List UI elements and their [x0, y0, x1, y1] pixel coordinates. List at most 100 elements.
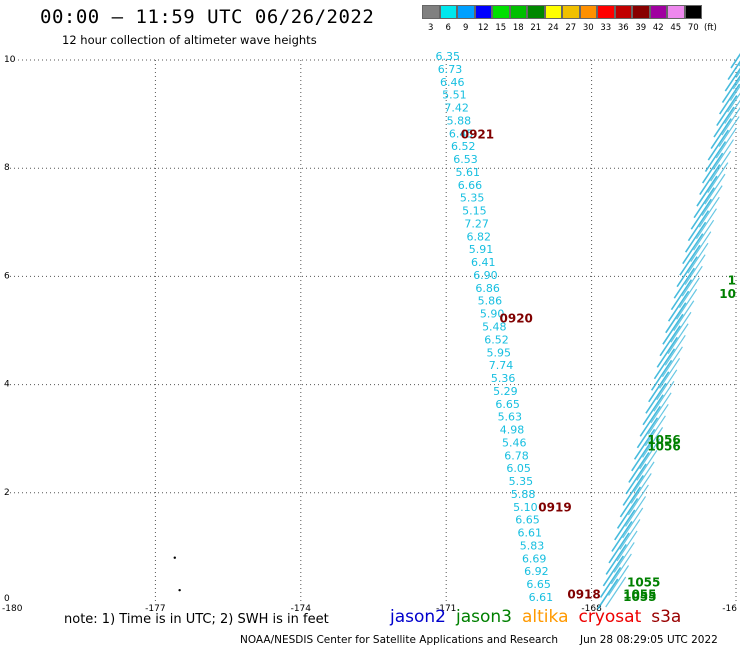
swh-value-label: 5.83 — [520, 539, 545, 552]
swath-mark — [599, 567, 622, 598]
y-tick-label: 6 — [4, 271, 10, 281]
swath-mark — [727, 92, 740, 113]
swath-mark — [613, 542, 635, 573]
pass-time-label: 1055 — [623, 587, 656, 601]
colorbar-swatch — [527, 5, 545, 19]
swath-mark — [710, 150, 732, 182]
swh-value-label: 6.90 — [473, 269, 498, 282]
swath-mark — [676, 288, 698, 320]
colorbar-label: 45 — [670, 23, 682, 33]
swath-mark — [735, 70, 740, 78]
swath-mark — [659, 357, 681, 389]
colorbar-swatch — [439, 5, 457, 19]
y-tick-label: 0 — [4, 594, 10, 604]
swath-mark — [608, 565, 630, 596]
swh-value-label: 6.66 — [458, 179, 483, 192]
swath-mark — [699, 164, 721, 196]
swath-mark — [679, 244, 701, 276]
swath-mark — [713, 106, 735, 138]
legend-jason2: jason2 — [390, 607, 446, 627]
swh-value-label: 4.98 — [500, 424, 525, 437]
swath-mark — [661, 346, 683, 378]
swath-mark — [662, 313, 684, 345]
swath-mark — [687, 210, 710, 242]
swath-mark — [721, 106, 740, 136]
swath-mark — [639, 405, 661, 437]
swh-value-label: 6.52 — [451, 140, 476, 153]
generation-timestamp: Jun 28 08:29:05 UTC 2022 — [580, 634, 718, 646]
x-tick-label: -177 — [145, 604, 165, 614]
swh-value-label: 6.41 — [471, 256, 496, 269]
y-tick-label: 4 — [4, 380, 10, 390]
colorbar-label: 9 — [463, 23, 469, 33]
swath-mark — [656, 336, 678, 368]
swath-mark — [681, 265, 703, 297]
swh-value-label: 5.88 — [511, 488, 536, 501]
swh-value-label: 5.15 — [462, 205, 487, 218]
swath-mark — [602, 555, 625, 587]
swath-mark — [690, 231, 712, 263]
swath-mark — [724, 99, 740, 124]
swh-value-label: 6.65 — [515, 514, 540, 527]
swath-mark — [673, 300, 695, 332]
swath-mark — [625, 496, 647, 527]
swath-mark — [616, 530, 638, 562]
pass-time-label: 0920 — [500, 311, 533, 325]
swath-mark — [642, 427, 664, 458]
swath-mark — [724, 67, 740, 92]
swath-mark — [687, 242, 709, 274]
colorbar-swatch — [562, 5, 580, 19]
swath-mark — [676, 256, 698, 288]
swath-mark — [693, 187, 715, 219]
swath-mark — [721, 74, 740, 103]
y-tick-label: 8 — [4, 163, 10, 173]
swh-value-label: 5.46 — [502, 436, 526, 449]
swath-mark — [597, 578, 619, 610]
colorbar-label: 15 — [495, 23, 507, 33]
colorbar-swatch — [597, 5, 615, 19]
swath-mark — [664, 334, 686, 366]
swath-mark — [627, 484, 649, 516]
swath-mark — [701, 185, 723, 216]
swath-mark — [648, 371, 670, 403]
swath-mark — [653, 380, 675, 412]
swath-mark — [682, 233, 704, 265]
legend-s3a: s3a — [651, 607, 682, 627]
swh-value-label: 5.90 — [480, 308, 505, 321]
swath-mark — [645, 382, 667, 414]
map-subtitle: 12 hour collection of altimeter wave hei… — [62, 33, 317, 47]
swh-value-label: 6.53 — [453, 153, 478, 166]
swath-mark — [605, 576, 627, 608]
swh-value-label: 6.65 — [495, 398, 519, 411]
swh-value-label: 5.36 — [491, 372, 516, 385]
swath-mark — [715, 127, 737, 159]
swh-value-label: 6.92 — [524, 565, 549, 578]
colorbar-swatch — [684, 5, 702, 19]
swath-mark — [707, 129, 729, 161]
swath-mark — [639, 438, 661, 470]
swath-mark — [642, 394, 664, 426]
swath-mark — [650, 392, 672, 424]
swh-value-label: 7.27 — [464, 217, 489, 230]
swath-mark — [647, 404, 669, 435]
swh-value-label: 5.35 — [509, 475, 534, 488]
swh-value-label: 6.61 — [529, 591, 554, 604]
colorbar-label: 39 — [635, 23, 647, 33]
swath-mark — [701, 152, 724, 184]
swh-value-label: 7.74 — [489, 359, 513, 372]
pass-time-label: 0919 — [538, 501, 571, 515]
swath-mark — [659, 325, 681, 357]
colorbar-swatch — [474, 5, 492, 19]
swath-mark — [628, 451, 650, 483]
colorbar-swatch — [579, 5, 597, 19]
map-dot — [173, 556, 176, 559]
colorbar-label: 33 — [600, 23, 612, 33]
swh-value-label: 5.91 — [469, 243, 494, 256]
colorbar-swatch — [632, 5, 650, 19]
swath-mark — [678, 277, 700, 309]
swh-value-label: 5.29 — [493, 385, 518, 398]
swh-value-label: 5.88 — [447, 114, 472, 127]
colorbar-label: 24 — [547, 23, 559, 33]
swh-value-label: 6.69 — [522, 552, 547, 565]
swath-mark — [614, 509, 636, 541]
